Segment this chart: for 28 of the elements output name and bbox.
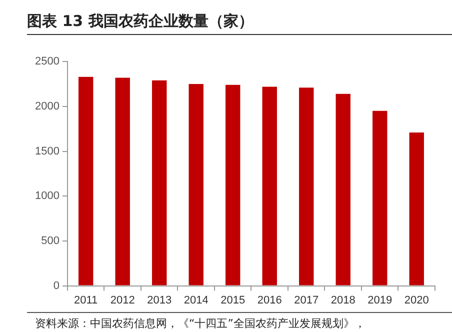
- x-tick-label: 2012: [110, 294, 135, 306]
- bar: [299, 88, 314, 286]
- y-tick-label: 500: [41, 234, 60, 247]
- bar: [188, 84, 204, 286]
- text: 资料来源：中国农药信息网，《“十四五”全国农药产业发展规划》，: [35, 317, 366, 330]
- x-tick-label: 2020: [404, 294, 429, 306]
- x-tick-label: 2016: [257, 294, 282, 306]
- y-tick-label: 1500: [34, 145, 60, 158]
- bar: [115, 78, 130, 286]
- x-tick-label: 2013: [147, 294, 172, 306]
- bar: [262, 86, 277, 286]
- bar: [78, 76, 94, 286]
- x-tick-label: 2014: [184, 294, 208, 306]
- bar: [372, 110, 388, 286]
- y-tick-label: 2500: [34, 56, 60, 68]
- chart-title: 图表 13 我国农药企业数量（家）: [27, 8, 452, 35]
- bar: [226, 84, 240, 286]
- x-tick-label: 2018: [330, 294, 356, 306]
- y-tick-label: 2000: [34, 100, 60, 112]
- bar: [336, 94, 350, 286]
- x-tick-label: 2015: [220, 294, 246, 306]
- bar: [409, 132, 424, 286]
- y-tick-label: 1000: [34, 190, 60, 202]
- y-tick-label: 0: [53, 280, 60, 292]
- bar: [152, 80, 167, 286]
- x-tick-label: 2011: [74, 294, 98, 306]
- x-tick-label: 2017: [294, 294, 319, 306]
- x-tick-label: 2019: [368, 294, 392, 306]
